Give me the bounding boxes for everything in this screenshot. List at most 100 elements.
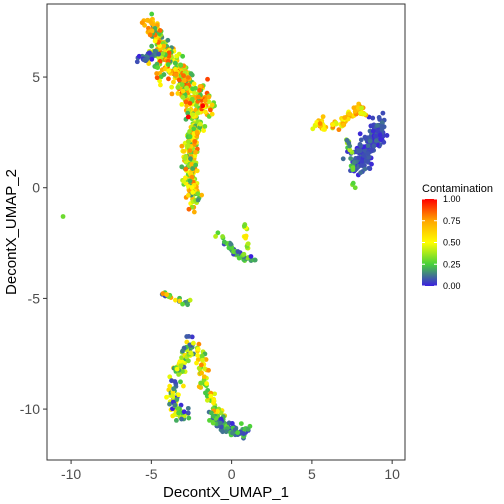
data-point	[373, 133, 378, 139]
data-point	[350, 165, 356, 171]
data-point	[215, 230, 221, 236]
data-point	[60, 214, 66, 219]
data-point	[160, 51, 166, 57]
data-point	[210, 413, 216, 419]
data-point	[369, 147, 375, 153]
data-point	[146, 61, 152, 67]
data-point	[185, 358, 191, 364]
data-point	[191, 126, 197, 132]
data-point	[177, 359, 183, 364]
data-point	[149, 56, 155, 62]
data-point	[190, 86, 195, 92]
data-point	[201, 374, 207, 380]
data-point	[220, 234, 225, 239]
data-point	[170, 393, 176, 399]
data-point	[220, 429, 226, 435]
data-point	[195, 346, 201, 352]
data-point	[149, 43, 155, 49]
data-point	[176, 372, 182, 377]
data-point	[158, 82, 163, 88]
data-point	[379, 120, 385, 125]
data-point	[358, 137, 364, 143]
data-point	[212, 391, 218, 397]
data-point	[203, 390, 208, 396]
data-point	[198, 380, 204, 386]
data-point	[369, 161, 374, 167]
data-point	[384, 133, 390, 138]
data-point	[362, 134, 368, 140]
data-point	[196, 384, 202, 390]
data-point	[156, 51, 162, 57]
data-point	[213, 234, 218, 239]
data-point	[365, 158, 370, 164]
data-point	[174, 397, 180, 402]
data-point	[176, 77, 182, 83]
data-point	[187, 129, 193, 134]
data-point	[189, 96, 195, 102]
data-point	[208, 393, 214, 399]
data-point	[142, 57, 147, 63]
data-point	[367, 138, 373, 144]
data-point	[336, 127, 342, 133]
data-point	[186, 334, 192, 339]
legend-tick-label: 0.75	[443, 216, 461, 226]
data-point	[191, 81, 197, 87]
data-point	[341, 122, 346, 128]
data-point	[211, 400, 216, 406]
data-point	[180, 94, 186, 100]
data-point	[350, 180, 356, 186]
data-point	[195, 94, 201, 100]
data-point	[190, 166, 196, 171]
y-axis-title: DecontX_UMAP_2	[3, 169, 20, 295]
data-point	[200, 357, 205, 363]
y-axis: -10 -5 0 5	[20, 69, 47, 417]
data-point	[172, 412, 178, 418]
data-point	[180, 301, 185, 307]
data-point	[330, 122, 336, 128]
data-point	[186, 415, 192, 421]
data-point	[199, 353, 205, 359]
data-point	[180, 348, 185, 354]
data-point	[203, 357, 209, 362]
data-point	[178, 402, 184, 408]
data-point	[191, 90, 197, 96]
data-point	[377, 132, 383, 138]
data-point	[371, 143, 377, 149]
data-point	[164, 394, 169, 400]
x-tick-label: -5	[145, 466, 158, 482]
data-point	[147, 50, 152, 56]
data-point	[358, 143, 364, 149]
data-point	[322, 127, 327, 132]
data-point	[169, 84, 175, 90]
data-point	[187, 178, 193, 184]
data-point	[209, 102, 215, 108]
data-point	[174, 366, 180, 372]
data-point	[209, 111, 215, 117]
data-point	[229, 421, 235, 426]
y-tick-label: -10	[20, 401, 40, 417]
data-point	[172, 379, 178, 384]
data-point	[358, 110, 364, 116]
data-point	[362, 111, 367, 117]
data-point	[197, 87, 202, 93]
data-point	[180, 88, 186, 94]
data-point	[173, 72, 179, 78]
data-point	[189, 174, 195, 180]
data-point	[230, 430, 235, 436]
data-point	[157, 58, 163, 64]
data-point	[185, 410, 191, 416]
data-point	[193, 162, 199, 168]
x-tick-label: 0	[228, 466, 236, 482]
panel-border	[46, 3, 406, 461]
data-point	[197, 84, 203, 89]
data-point	[166, 53, 172, 59]
data-point	[194, 168, 200, 174]
data-point	[235, 249, 241, 254]
data-point	[179, 416, 184, 422]
data-point	[192, 139, 198, 144]
data-point	[185, 143, 191, 149]
data-point	[155, 65, 161, 70]
data-point	[378, 137, 384, 142]
data-point	[175, 85, 181, 90]
